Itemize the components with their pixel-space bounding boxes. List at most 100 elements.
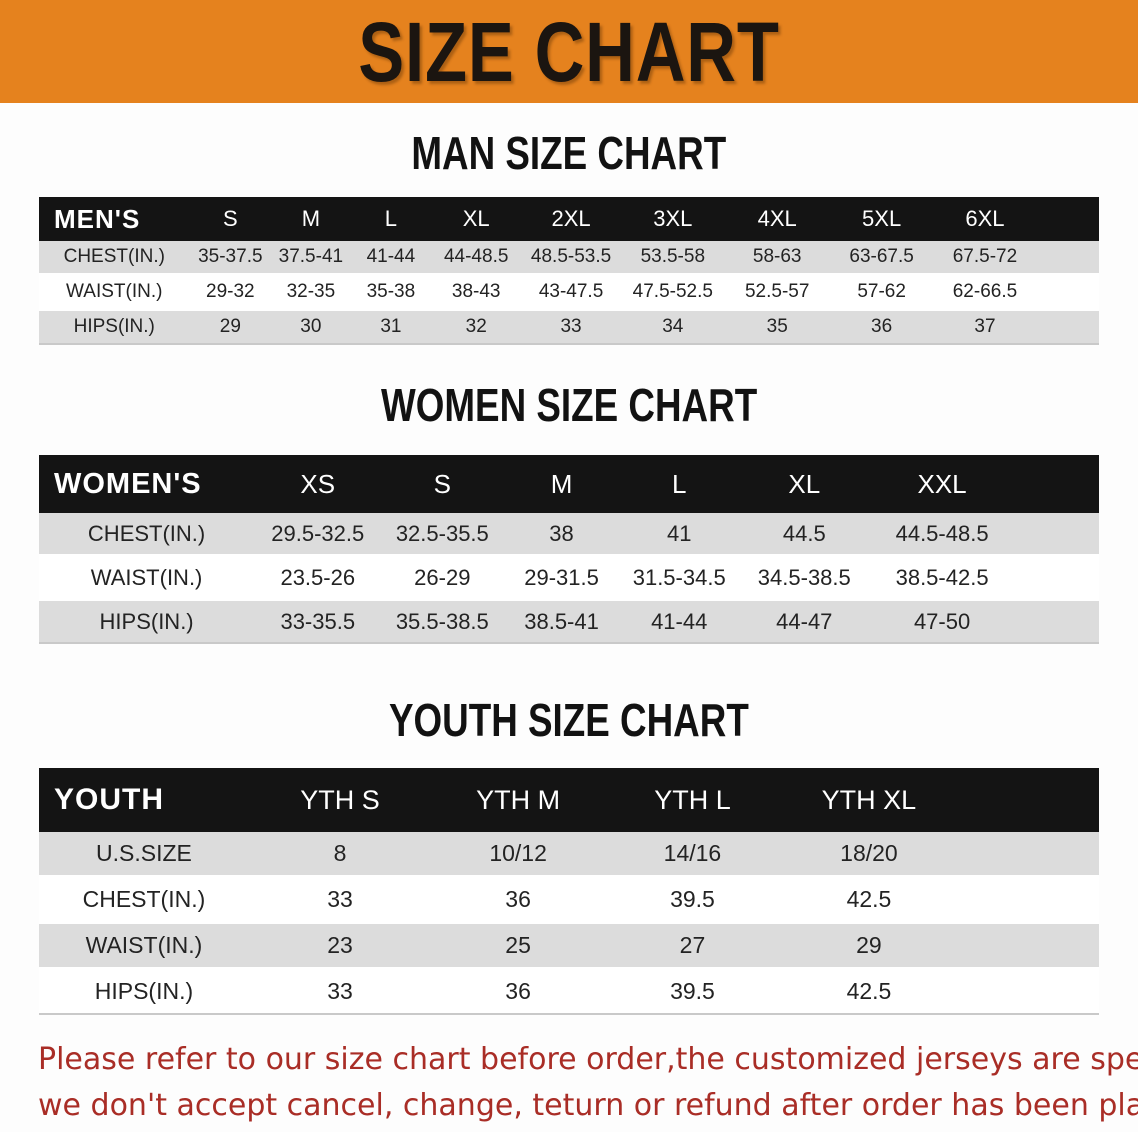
measurement-value-cell: 27 <box>605 922 780 970</box>
measurement-value-cell: 44-47 <box>738 599 870 644</box>
measurement-value-cell: 37.5-41 <box>271 241 351 276</box>
spacer-cell <box>957 922 1099 970</box>
measurement-value-cell: 34.5-38.5 <box>738 555 870 601</box>
spacer-cell <box>1036 274 1099 311</box>
measurement-value-cell: 58-63 <box>724 241 830 276</box>
row-label-cell: WAIST(IN.) <box>39 555 255 601</box>
men-size-table: MEN'S S M L XL 2XL 3XL 4XL 5XL 6XL CHEST(IN.) 35-37… <box>39 197 1099 345</box>
measurement-value-cell: 42.5 <box>779 968 958 1015</box>
measurement-value-cell: 36 <box>431 876 606 924</box>
measurement-value-cell: 33-35.5 <box>254 599 382 644</box>
measurement-row: CHEST(IN.) 33 36 39.5 42.5 <box>39 876 1099 924</box>
measurement-value-cell: 43-47.5 <box>521 274 621 311</box>
disclaimer-line-1: Please refer to our size chart before or… <box>38 1042 1138 1077</box>
spacer-cell <box>957 876 1099 924</box>
size-column-header: YTH L <box>605 768 780 832</box>
disclaimer-text: Please refer to our size chart before or… <box>0 1037 1138 1129</box>
youth-size-table: YOUTH YTH S YTH M YTH L YTH XL U.S.SIZE 8 10/12… <box>39 768 1099 1015</box>
spacer-cell <box>1036 309 1099 345</box>
measurement-value-cell: 35-37.5 <box>189 241 272 276</box>
measurement-row: U.S.SIZE 8 10/12 14/16 18/20 <box>39 832 1099 878</box>
measurement-row: WAIST(IN.) 23.5-26 26-29 29-31.5 31.5-34.5 34… <box>39 555 1099 601</box>
measurement-value-cell: 41-44 <box>619 599 739 644</box>
measurement-value-cell: 38 <box>503 513 620 557</box>
measurement-value-cell: 38-43 <box>431 274 522 311</box>
size-column-header: YTH S <box>248 768 432 832</box>
size-column-header: S <box>189 197 272 241</box>
measurement-value-cell: 32-35 <box>271 274 351 311</box>
measurement-value-cell: 34 <box>620 309 725 345</box>
measurement-row: WAIST(IN.) 23 25 27 29 <box>39 922 1099 970</box>
measurement-value-cell: 30 <box>271 309 351 345</box>
row-label-cell: HIPS(IN.) <box>39 599 255 644</box>
row-label-cell: CHEST(IN.) <box>39 241 190 276</box>
youth-size-table-wrap: YOUTH YTH S YTH M YTH L YTH XL U.S.SIZE 8 10/12… <box>0 768 1138 1015</box>
row-label-cell: WAIST(IN.) <box>39 922 249 970</box>
measurement-value-cell: 29.5-32.5 <box>254 513 382 557</box>
spacer-cell <box>957 768 1099 832</box>
size-column-header: YTH M <box>431 768 606 832</box>
size-column-header: 5XL <box>829 197 934 241</box>
measurement-value-cell: 25 <box>431 922 606 970</box>
row-label-cell: HIPS(IN.) <box>39 309 190 345</box>
women-size-table: WOMEN'S XS S M L XL XXL CHEST(IN.) 29.5-32.5 32.5… <box>39 455 1099 644</box>
measurement-value-cell: 53.5-58 <box>620 241 725 276</box>
youth-size-section: YOUTH SIZE CHART YOUTH YTH S YTH M YTH L YTH… <box>0 696 1138 1015</box>
measurement-value-cell: 23.5-26 <box>254 555 382 601</box>
size-header-row: MEN'S S M L XL 2XL 3XL 4XL 5XL 6XL <box>39 197 1099 241</box>
measurement-value-cell: 32 <box>431 309 522 345</box>
measurement-value-cell: 39.5 <box>605 968 780 1015</box>
measurement-value-cell: 18/20 <box>779 832 958 878</box>
measurement-value-cell: 8 <box>248 832 432 878</box>
measurement-value-cell: 62-66.5 <box>933 274 1037 311</box>
row-label-cell: CHEST(IN.) <box>39 876 249 924</box>
size-column-header: XL <box>431 197 522 241</box>
row-label-cell: U.S.SIZE <box>39 832 249 878</box>
measurement-value-cell: 31 <box>350 309 432 345</box>
measurement-value-cell: 57-62 <box>829 274 934 311</box>
size-column-header: 6XL <box>933 197 1037 241</box>
size-column-header: 4XL <box>724 197 830 241</box>
measurement-value-cell: 33 <box>521 309 621 345</box>
banner: SIZE CHART <box>0 0 1138 103</box>
row-label-cell: HIPS(IN.) <box>39 968 249 1015</box>
measurement-value-cell: 29-31.5 <box>503 555 620 601</box>
measurement-value-cell: 29 <box>779 922 958 970</box>
table-title-cell: MEN'S <box>39 197 190 241</box>
measurement-value-cell: 14/16 <box>605 832 780 878</box>
spacer-cell <box>1036 197 1099 241</box>
men-section-heading: MAN SIZE CHART <box>411 127 727 179</box>
measurement-row: WAIST(IN.) 29-32 32-35 35-38 38-43 43-47.5 47.… <box>39 274 1099 311</box>
measurement-value-cell: 48.5-53.5 <box>521 241 621 276</box>
spacer-cell <box>1014 555 1099 601</box>
banner-title: SIZE CHART <box>358 4 780 99</box>
measurement-value-cell: 26-29 <box>381 555 504 601</box>
measurement-row: HIPS(IN.) 29 30 31 32 33 34 35 36 37 <box>39 309 1099 345</box>
measurement-value-cell: 47-50 <box>870 599 1015 644</box>
spacer-cell <box>957 968 1099 1015</box>
measurement-value-cell: 41 <box>619 513 739 557</box>
measurement-value-cell: 38.5-41 <box>503 599 620 644</box>
size-column-header: S <box>381 455 504 513</box>
size-header-row: YOUTH YTH S YTH M YTH L YTH XL <box>39 768 1099 832</box>
size-column-header: 2XL <box>521 197 621 241</box>
measurement-value-cell: 36 <box>431 968 606 1015</box>
disclaimer-line-2: we don't accept cancel, change, teturn o… <box>38 1088 1138 1123</box>
measurement-value-cell: 35-38 <box>350 274 432 311</box>
size-column-header: L <box>350 197 432 241</box>
spacer-cell <box>1014 513 1099 557</box>
measurement-value-cell: 35 <box>724 309 830 345</box>
row-label-cell: WAIST(IN.) <box>39 274 190 311</box>
table-title-cell: WOMEN'S <box>39 455 255 513</box>
women-size-table-wrap: WOMEN'S XS S M L XL XXL CHEST(IN.) 29.5-32.5 32.5… <box>0 455 1138 644</box>
measurement-value-cell: 10/12 <box>431 832 606 878</box>
women-size-section: WOMEN SIZE CHART WOMEN'S XS S M L XL XXL CHEST(… <box>0 381 1138 644</box>
size-column-header: XS <box>254 455 382 513</box>
size-column-header: L <box>619 455 739 513</box>
spacer-cell <box>957 832 1099 878</box>
measurement-value-cell: 31.5-34.5 <box>619 555 739 601</box>
row-label-cell: CHEST(IN.) <box>39 513 255 557</box>
measurement-row: HIPS(IN.) 33 36 39.5 42.5 <box>39 968 1099 1015</box>
measurement-value-cell: 44.5-48.5 <box>870 513 1015 557</box>
